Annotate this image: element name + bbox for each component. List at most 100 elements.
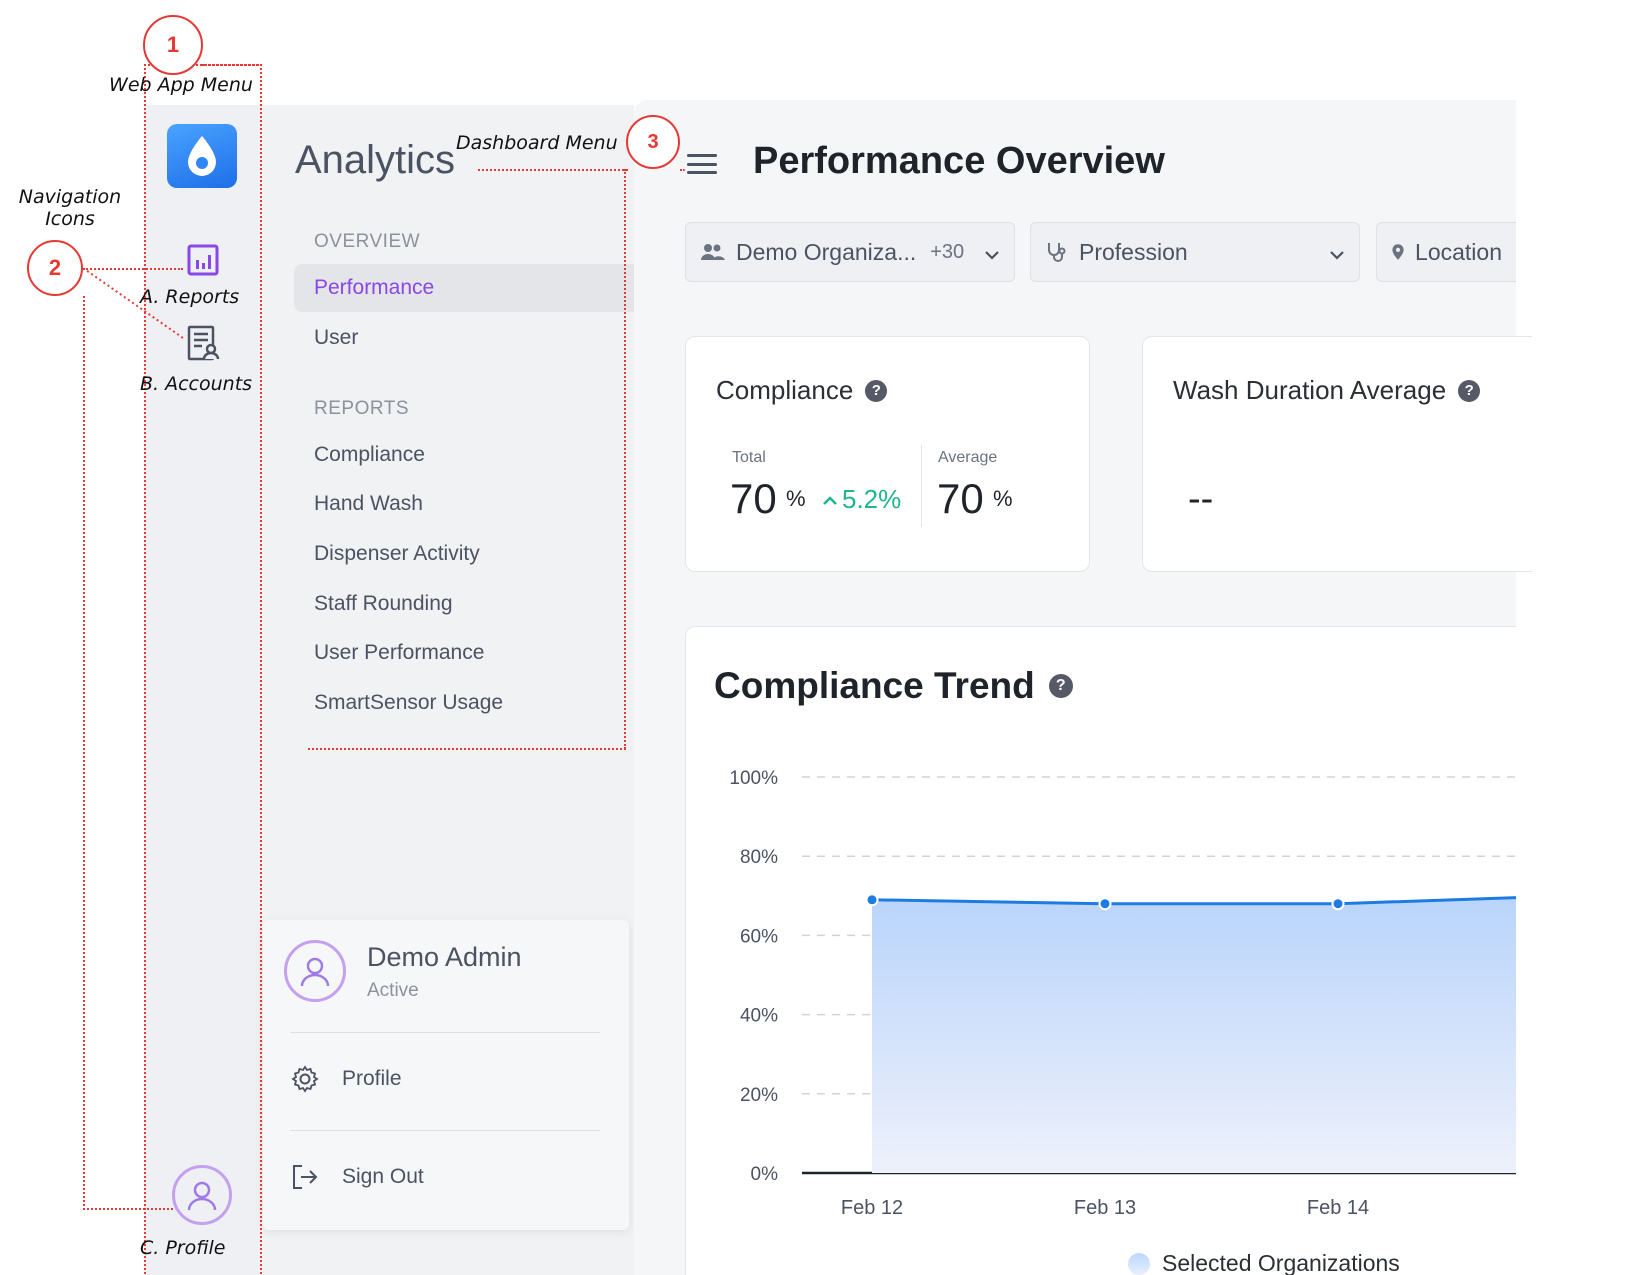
annotation-connector bbox=[83, 296, 85, 1210]
sign-out-link[interactable]: Sign Out bbox=[290, 1162, 424, 1192]
total-value: 70 bbox=[730, 475, 777, 522]
menu-item-compliance[interactable]: Compliance bbox=[314, 443, 425, 466]
annotation-marker-2: 2 bbox=[27, 240, 83, 296]
data-point bbox=[1331, 897, 1345, 911]
average-unit: % bbox=[993, 486, 1013, 511]
compliance-title-text: Compliance bbox=[716, 375, 854, 405]
users-icon bbox=[701, 244, 725, 260]
organization-filter-count: +30 bbox=[930, 240, 965, 263]
chart-legend[interactable]: Selected Organizations bbox=[1128, 1250, 1400, 1275]
chart-title-text: Compliance Trend bbox=[714, 665, 1035, 706]
user-icon bbox=[300, 957, 330, 987]
data-point bbox=[1098, 897, 1112, 911]
average-value: 70 bbox=[937, 475, 984, 522]
profile-link[interactable]: Profile bbox=[290, 1064, 402, 1094]
section-overview: OVERVIEW bbox=[314, 231, 421, 252]
annotation-label-reports: A. Reports bbox=[140, 286, 240, 308]
annotation-marker-3: 3 bbox=[626, 115, 680, 169]
annotation-connector bbox=[202, 64, 262, 66]
y-tick-label: 40% bbox=[740, 1006, 778, 1027]
reports-icon[interactable] bbox=[183, 240, 223, 280]
profession-filter[interactable]: Profession bbox=[1030, 222, 1360, 282]
app-logo[interactable] bbox=[167, 124, 237, 188]
annotation-label-profile: C. Profile bbox=[140, 1237, 226, 1259]
annotation-connector bbox=[680, 169, 685, 171]
total-delta: 5.2% bbox=[822, 484, 901, 515]
page-title: Performance Overview bbox=[753, 140, 1165, 182]
compliance-card bbox=[685, 336, 1090, 572]
series-line bbox=[871, 896, 1516, 906]
divider bbox=[290, 1032, 600, 1033]
wash-duration-card bbox=[1142, 336, 1532, 572]
annotation-marker-1: 1 bbox=[143, 15, 203, 75]
total-label: Total bbox=[732, 449, 766, 466]
active-item-highlight bbox=[294, 264, 634, 312]
data-point bbox=[865, 893, 879, 907]
sign-out-label: Sign Out bbox=[342, 1165, 424, 1188]
hamburger-menu-icon[interactable] bbox=[685, 150, 719, 178]
x-tick-label: Feb 13 bbox=[1074, 1197, 1136, 1219]
wash-duration-card-title: Wash Duration Average ? bbox=[1173, 375, 1481, 406]
x-tick-label: Feb 12 bbox=[841, 1197, 903, 1219]
gear-icon bbox=[291, 1065, 319, 1093]
help-icon[interactable]: ? bbox=[865, 379, 888, 402]
popover-avatar bbox=[284, 940, 346, 1002]
menu-item-smartsensor-usage[interactable]: SmartSensor Usage bbox=[314, 691, 504, 714]
annotation-dashboard-menu-outline bbox=[624, 169, 626, 749]
web-app-menu bbox=[144, 105, 262, 1275]
map-pin-icon bbox=[1392, 244, 1404, 260]
legend-label: Selected Organizations bbox=[1162, 1250, 1400, 1275]
annotation-connector bbox=[83, 1208, 173, 1210]
user-icon bbox=[187, 1181, 217, 1211]
y-tick-label: 20% bbox=[740, 1085, 778, 1106]
help-icon[interactable]: ? bbox=[1458, 379, 1481, 402]
profession-filter-label: Profession bbox=[1079, 238, 1188, 265]
app-title: Analytics bbox=[295, 138, 456, 182]
location-filter[interactable]: Location bbox=[1376, 222, 1516, 282]
y-tick-label: 80% bbox=[740, 847, 778, 868]
chevron-down-icon bbox=[1329, 239, 1345, 266]
chevron-down-icon bbox=[984, 239, 1000, 266]
annotation-label-web-app-menu: Web App Menu bbox=[109, 74, 253, 96]
legend-swatch bbox=[1128, 1252, 1150, 1275]
chart-title: Compliance Trend ? bbox=[714, 665, 1073, 707]
wash-duration-title-text: Wash Duration Average bbox=[1173, 375, 1447, 405]
section-reports: REPORTS bbox=[314, 398, 410, 419]
compliance-card-title: Compliance ? bbox=[716, 375, 888, 406]
menu-item-performance[interactable]: Performance bbox=[314, 276, 435, 299]
water-drop-icon bbox=[188, 136, 216, 176]
total-unit: % bbox=[786, 486, 806, 511]
y-tick-label: 100% bbox=[729, 768, 778, 789]
help-icon[interactable]: ? bbox=[1048, 674, 1073, 698]
annotation-connector bbox=[478, 169, 628, 171]
annotation-label-accounts: B. Accounts bbox=[140, 373, 253, 395]
accounts-icon[interactable] bbox=[183, 323, 223, 363]
menu-item-user[interactable]: User bbox=[314, 326, 359, 349]
menu-item-dispenser-activity[interactable]: Dispenser Activity bbox=[314, 542, 480, 565]
annotation-web-app-menu-outline bbox=[144, 64, 262, 1275]
menu-item-user-performance[interactable]: User Performance bbox=[314, 641, 485, 664]
delta-value: 5.2% bbox=[842, 484, 902, 514]
stat-divider bbox=[921, 445, 922, 527]
user-name: Demo Admin bbox=[367, 942, 522, 972]
annotation-label-dashboard-menu: Dashboard Menu bbox=[456, 132, 618, 154]
average-label: Average bbox=[938, 449, 998, 466]
x-tick-label: Feb 14 bbox=[1307, 1197, 1369, 1219]
area-fill bbox=[872, 897, 1516, 1173]
organization-filter[interactable]: Demo Organiza... +30 bbox=[685, 222, 1015, 282]
profile-avatar-button[interactable] bbox=[172, 1165, 232, 1225]
annotation-connector bbox=[83, 268, 183, 270]
organization-filter-label: Demo Organiza... bbox=[736, 238, 917, 265]
menu-item-hand-wash[interactable]: Hand Wash bbox=[314, 492, 423, 515]
sign-out-icon bbox=[293, 1165, 318, 1189]
arrow-up-icon bbox=[823, 495, 837, 505]
annotation-label-navigation-icons: Navigation Icons bbox=[18, 186, 122, 230]
user-status: Active bbox=[367, 980, 419, 1001]
stethoscope-icon bbox=[1048, 243, 1066, 262]
profile-link-label: Profile bbox=[342, 1067, 402, 1090]
y-tick-label: 60% bbox=[740, 926, 778, 947]
menu-item-staff-rounding[interactable]: Staff Rounding bbox=[314, 592, 453, 615]
location-filter-label: Location bbox=[1415, 238, 1502, 265]
